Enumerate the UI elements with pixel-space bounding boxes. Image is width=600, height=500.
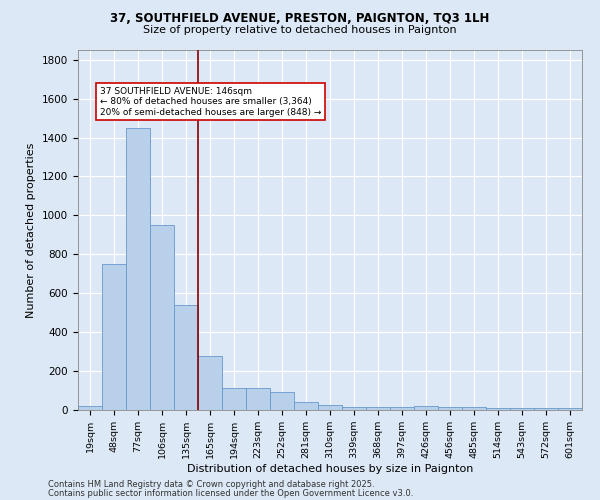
Text: Contains public sector information licensed under the Open Government Licence v3: Contains public sector information licen… xyxy=(48,488,413,498)
Bar xyxy=(174,305,198,410)
Bar xyxy=(534,408,558,410)
Bar xyxy=(366,407,390,410)
Bar xyxy=(294,402,318,410)
Bar xyxy=(222,388,246,410)
Bar xyxy=(126,128,150,410)
Bar xyxy=(246,388,270,410)
Bar xyxy=(462,407,486,410)
Bar xyxy=(390,407,414,410)
Y-axis label: Number of detached properties: Number of detached properties xyxy=(26,142,37,318)
Bar xyxy=(318,405,342,410)
Bar xyxy=(486,408,510,410)
Bar xyxy=(198,356,222,410)
Bar xyxy=(150,225,174,410)
Bar xyxy=(510,408,534,410)
Bar xyxy=(414,406,438,410)
Bar xyxy=(342,407,366,410)
Bar xyxy=(102,264,126,410)
X-axis label: Distribution of detached houses by size in Paignton: Distribution of detached houses by size … xyxy=(187,464,473,474)
Bar xyxy=(78,406,102,410)
Text: 37 SOUTHFIELD AVENUE: 146sqm
← 80% of detached houses are smaller (3,364)
20% of: 37 SOUTHFIELD AVENUE: 146sqm ← 80% of de… xyxy=(100,87,322,117)
Text: Contains HM Land Registry data © Crown copyright and database right 2025.: Contains HM Land Registry data © Crown c… xyxy=(48,480,374,489)
Text: Size of property relative to detached houses in Paignton: Size of property relative to detached ho… xyxy=(143,25,457,35)
Bar xyxy=(558,408,582,410)
Bar xyxy=(270,392,294,410)
Bar xyxy=(438,407,462,410)
Text: 37, SOUTHFIELD AVENUE, PRESTON, PAIGNTON, TQ3 1LH: 37, SOUTHFIELD AVENUE, PRESTON, PAIGNTON… xyxy=(110,12,490,26)
